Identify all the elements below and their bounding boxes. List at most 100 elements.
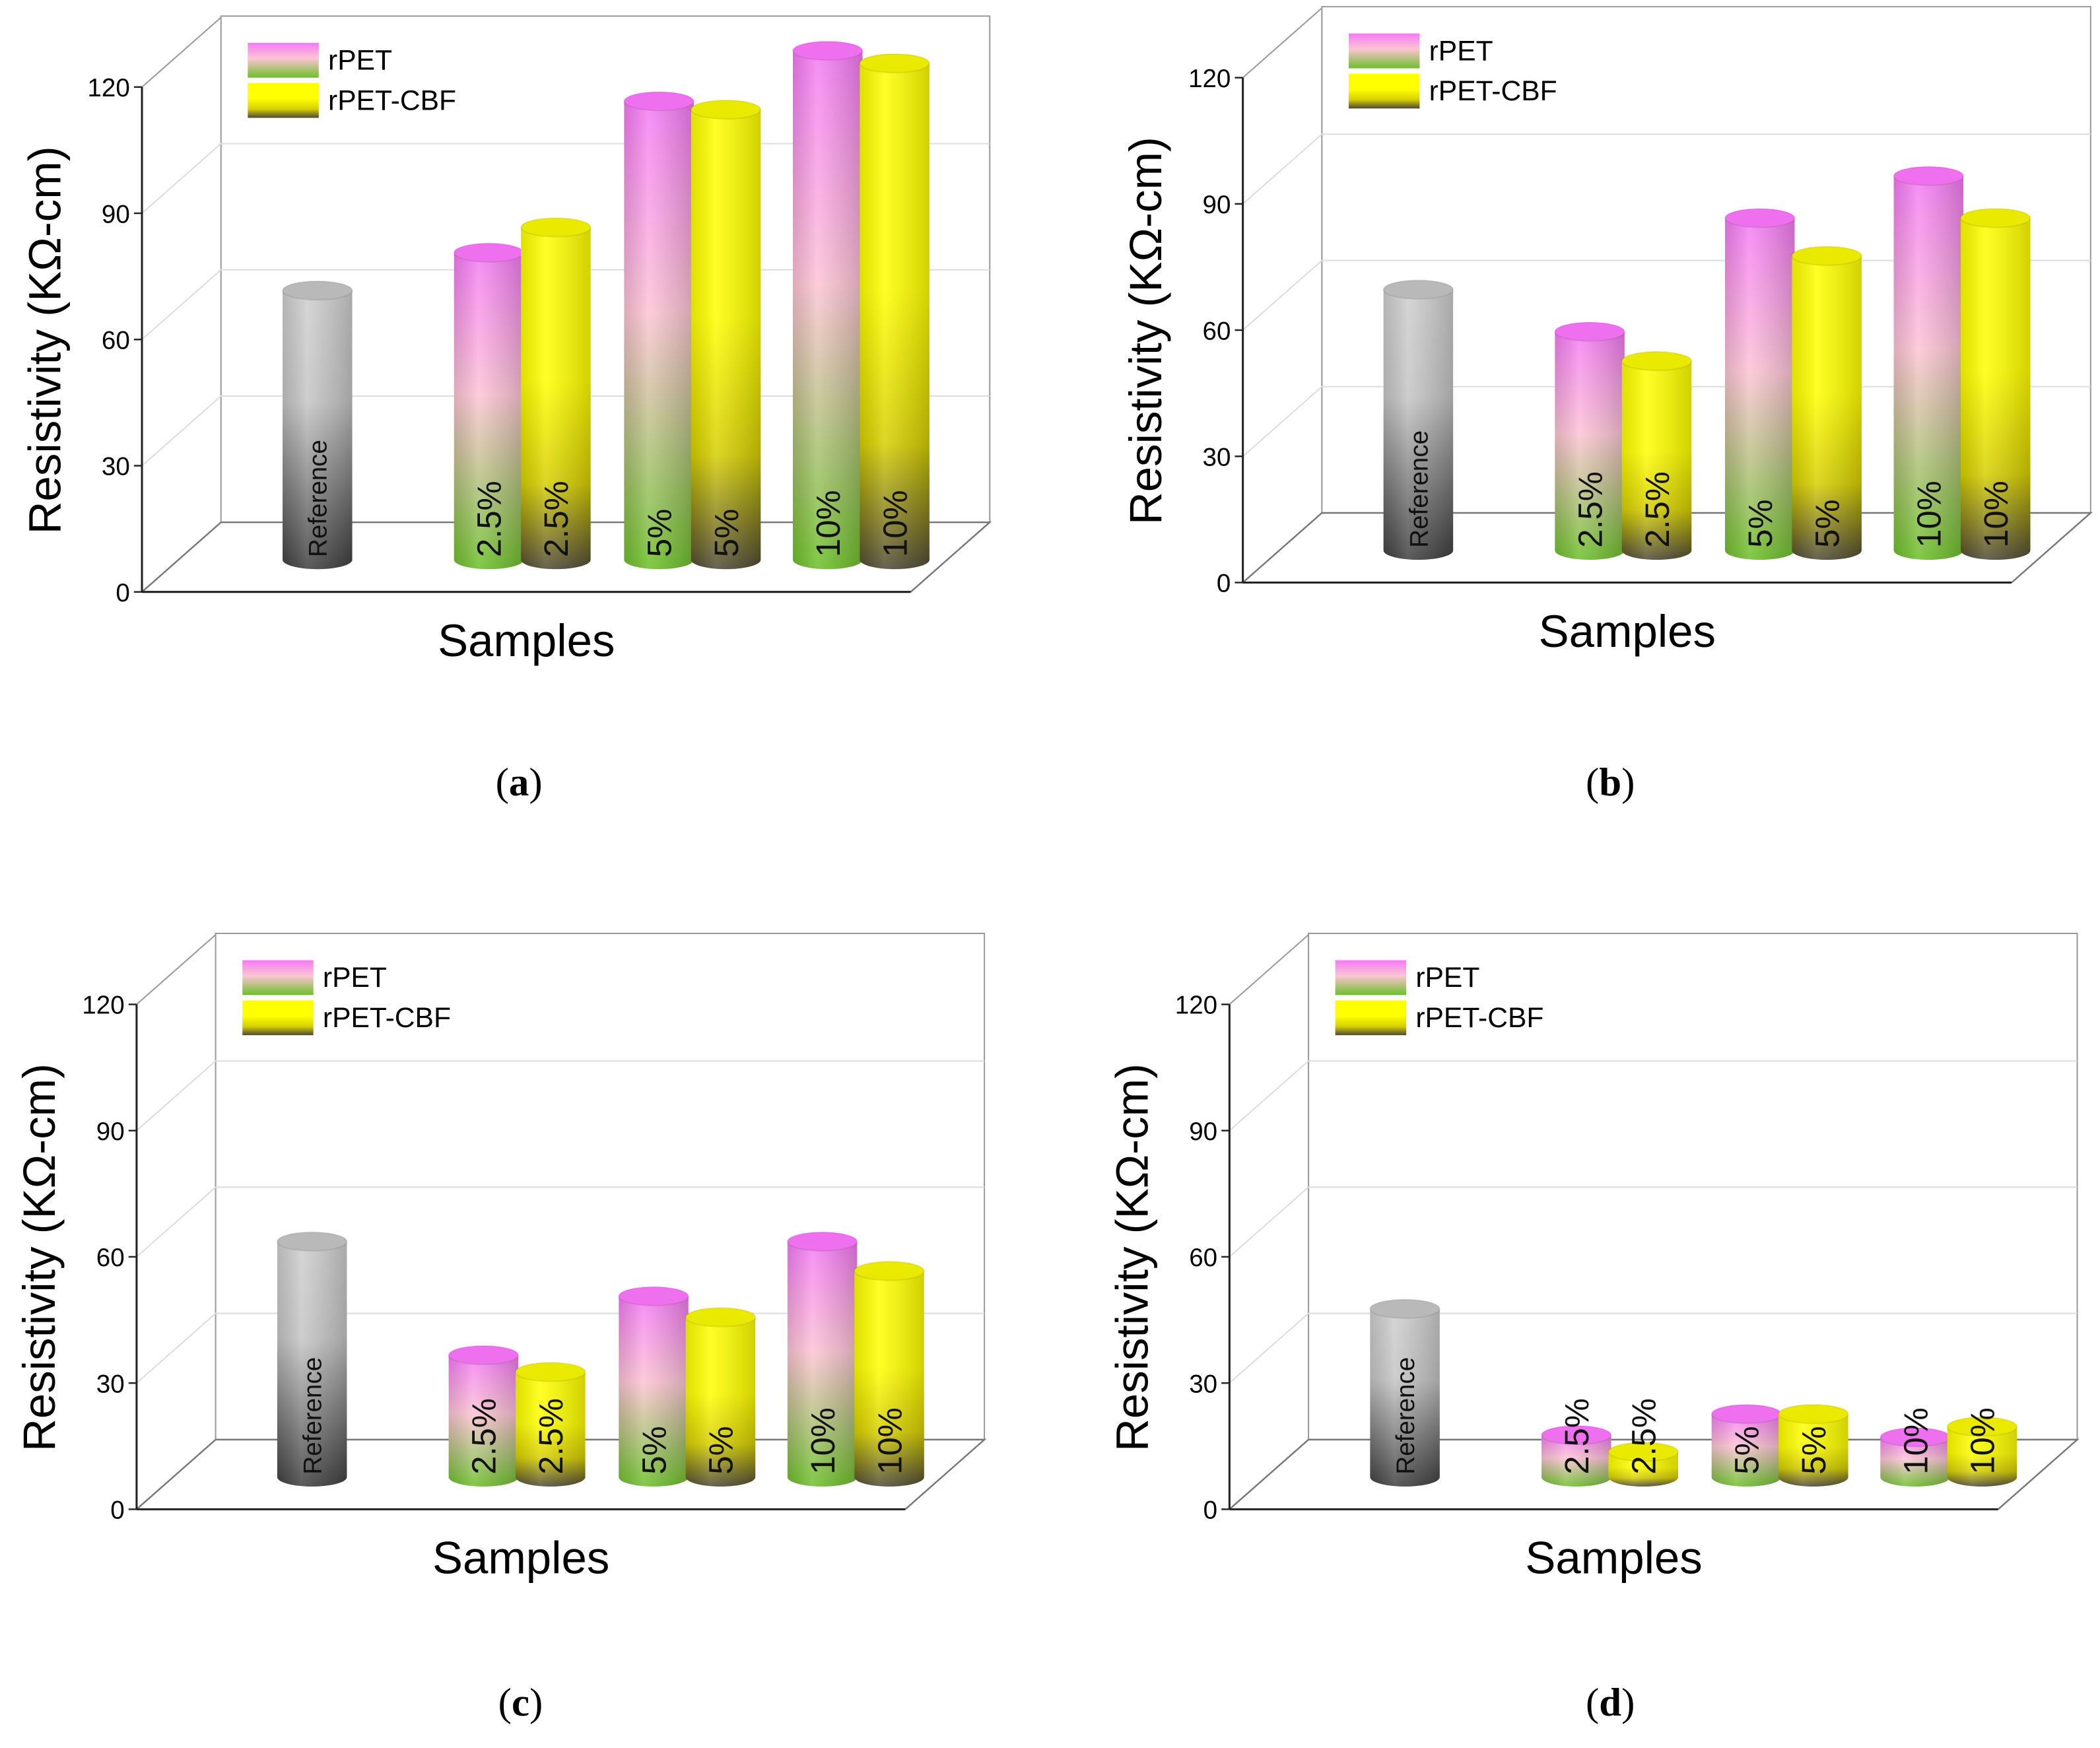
bar-shading	[521, 227, 591, 570]
chart-svg: 0 30 60 90 120 Resistivity (KΩ-cm) Samples Refe…	[19, 15, 992, 666]
bar-shading	[1555, 331, 1625, 560]
bar-rpet-5%: 5%	[1710, 1403, 1782, 1487]
y-tick-label: 0	[1203, 1496, 1217, 1525]
bar-rpet-cbf-2.5%: 2.5%	[515, 1362, 586, 1487]
bar-shading	[624, 101, 694, 570]
legend-swatch-rpet	[1335, 960, 1407, 995]
caption-b: (b)	[1585, 760, 1635, 805]
legend-label-rpet: rPET	[328, 44, 392, 76]
y-tick-label: 120	[82, 992, 124, 1020]
bar-label: 10%	[1911, 481, 1948, 547]
bar-rpet-2.5%: 2.5%	[448, 1345, 520, 1487]
bar-top	[1621, 351, 1693, 372]
legend: rPET rPET-CBF	[242, 960, 451, 1036]
bar-top	[859, 53, 930, 74]
y-tick-label: 30	[96, 1370, 125, 1398]
bar-label: 5%	[1728, 1426, 1766, 1474]
chart-svg: 0 30 60 90 120 Resistivity (KΩ-cm) Samples Refe…	[1120, 6, 2093, 657]
bar-label: 10%	[1964, 1407, 2002, 1474]
bar-top	[1960, 208, 2031, 228]
y-tick-label: 60	[1203, 317, 1231, 345]
bar-shading	[1541, 1434, 1611, 1487]
bar-rpet-cbf-5%: 5%	[685, 1307, 757, 1487]
bar-shading	[1711, 1414, 1782, 1487]
legend-label-rpet-cbf: rPET-CBF	[323, 1002, 451, 1034]
bar-rpet-5%: 5%	[618, 1286, 689, 1487]
bar-label: 5%	[635, 1426, 673, 1474]
bar-shading	[1608, 1452, 1678, 1487]
gridline	[1229, 1312, 2078, 1384]
y-tick-label: 90	[96, 1118, 125, 1146]
bar-rpet-cbf-5%: 5%	[1778, 1403, 1849, 1487]
y-tick-label: 0	[116, 579, 129, 607]
bar-top	[690, 99, 762, 120]
bar-rpet-cbf-10%: 10%	[1946, 1407, 2018, 1487]
gridline	[1229, 1186, 2078, 1258]
chart-panel-a: 0 30 60 90 120 Resistivity (KΩ-cm) Samples Refe…	[0, 0, 1071, 750]
bar-reference: Reference	[1369, 1298, 1440, 1487]
bar-label: 2.5%	[1558, 1398, 1596, 1475]
bar-shading	[1778, 1414, 1848, 1487]
bar-shading	[1724, 218, 1795, 560]
y-tick-label: 30	[1203, 443, 1231, 471]
bar-rpet-cbf-2.5%: 2.5%	[1608, 1398, 1679, 1487]
legend-label-rpet: rPET	[1415, 962, 1479, 993]
bar-label: 2.5%	[465, 1398, 503, 1475]
y-axis-title: Resistivity (KΩ-cm)	[19, 146, 70, 534]
y-tick-label: 90	[102, 200, 130, 228]
bar-shading	[1893, 176, 1964, 560]
bar-label: 2.5%	[537, 481, 575, 557]
bar-top	[1791, 246, 1862, 266]
bar-top	[1554, 321, 1625, 342]
x-axis-title: Samples	[1539, 606, 1716, 657]
legend-swatch-rpet-cbf	[248, 83, 319, 118]
y-tick-label: 60	[96, 1244, 125, 1272]
y-tick-label: 0	[110, 1496, 124, 1525]
bar-label: 10%	[804, 1407, 842, 1474]
bar-rpet-10%: 10%	[786, 1231, 858, 1487]
bar-shading	[283, 290, 353, 570]
bar-rpet-cbf-10%: 10%	[854, 1261, 925, 1487]
bar-top	[854, 1261, 925, 1281]
legend-swatch-rpet-cbf	[1335, 1000, 1407, 1036]
y-tick-label: 120	[1175, 992, 1217, 1020]
y-tick-label: 60	[102, 326, 130, 354]
bar-label: Reference	[299, 1357, 327, 1475]
legend-label-rpet: rPET	[323, 962, 387, 993]
bar-top	[520, 217, 592, 238]
legend-swatch-rpet	[1348, 33, 1420, 69]
bar-top	[1710, 1403, 1782, 1425]
bar-rpet-5%: 5%	[1724, 208, 1796, 560]
bar-label: Reference	[1405, 430, 1433, 548]
x-axis-title: Samples	[1525, 1533, 1702, 1584]
caption-c: (c)	[498, 1681, 543, 1725]
bar-top	[1369, 1298, 1440, 1319]
legend-swatch-rpet-cbf	[242, 1000, 314, 1036]
bar-shading	[516, 1372, 586, 1487]
bar-label: 2.5%	[1571, 471, 1609, 548]
bar-label: 10%	[1977, 481, 2015, 547]
y-tick-label: 60	[1189, 1244, 1217, 1272]
bar-rpet-cbf-10%: 10%	[859, 53, 930, 570]
bar-top	[1893, 166, 1965, 186]
gridline	[136, 1186, 985, 1258]
bar-reference: Reference	[276, 1231, 348, 1487]
bar-shading	[1947, 1427, 2017, 1487]
bar-rpet-2.5%: 2.5%	[453, 242, 525, 570]
bar-label: 5%	[640, 509, 678, 557]
y-tick-label: 90	[1189, 1118, 1217, 1146]
bar-label: 2.5%	[471, 481, 508, 557]
bar-rpet-cbf-2.5%: 2.5%	[1621, 351, 1693, 560]
bar-top	[792, 40, 864, 61]
x-axis-title: Samples	[438, 615, 615, 666]
y-tick-label: 30	[102, 453, 130, 481]
legend: rPET rPET-CBF	[248, 42, 456, 118]
bar-shading	[787, 1241, 858, 1487]
legend-swatch-rpet	[248, 42, 319, 78]
bar-label: 5%	[1795, 1426, 1833, 1474]
bar-label: Reference	[304, 440, 333, 557]
y-tick-label: 120	[87, 74, 129, 102]
legend-label-rpet: rPET	[1429, 35, 1493, 67]
bar-shading	[1370, 1308, 1440, 1487]
bar-label: 10%	[809, 490, 847, 556]
